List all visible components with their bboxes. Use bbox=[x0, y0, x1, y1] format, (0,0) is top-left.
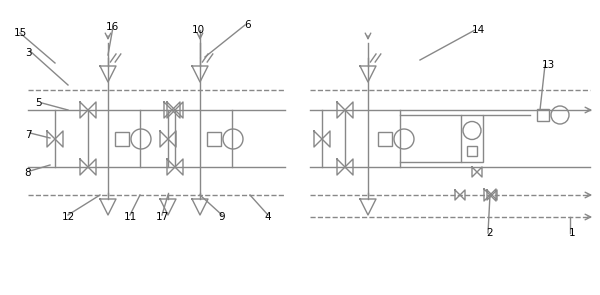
Text: 17: 17 bbox=[155, 212, 169, 222]
Text: 9: 9 bbox=[218, 212, 226, 222]
Text: 3: 3 bbox=[25, 48, 31, 58]
Text: 6: 6 bbox=[245, 20, 251, 30]
Bar bbox=[467, 145, 477, 155]
Text: 5: 5 bbox=[35, 98, 41, 108]
Bar bbox=[115, 132, 129, 146]
Bar bbox=[207, 132, 221, 146]
Text: 14: 14 bbox=[472, 25, 485, 35]
Text: 11: 11 bbox=[124, 212, 137, 222]
Text: 12: 12 bbox=[61, 212, 74, 222]
Text: 15: 15 bbox=[13, 28, 26, 38]
Text: 2: 2 bbox=[487, 228, 493, 238]
Bar bbox=[461, 115, 483, 162]
Bar bbox=[378, 132, 392, 146]
Text: 8: 8 bbox=[25, 168, 31, 178]
Text: 7: 7 bbox=[25, 130, 31, 140]
Bar bbox=[537, 109, 549, 121]
Text: 4: 4 bbox=[265, 212, 271, 222]
Text: 1: 1 bbox=[569, 228, 575, 238]
Text: 16: 16 bbox=[106, 22, 119, 32]
Text: 13: 13 bbox=[541, 60, 554, 70]
Text: 10: 10 bbox=[191, 25, 205, 35]
